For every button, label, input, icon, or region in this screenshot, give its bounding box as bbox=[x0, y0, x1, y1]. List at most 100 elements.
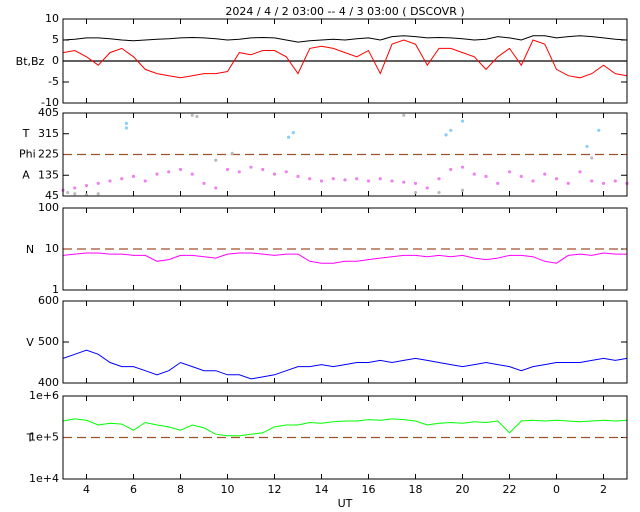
x-axis-label: UT bbox=[338, 497, 353, 510]
data-point bbox=[590, 179, 594, 183]
data-point bbox=[155, 172, 159, 176]
x-tick-label: 6 bbox=[130, 483, 137, 496]
data-point bbox=[124, 126, 129, 130]
y-tick-label: 500 bbox=[38, 335, 59, 348]
data-point bbox=[613, 179, 617, 183]
data-point bbox=[437, 177, 441, 181]
data-point bbox=[202, 181, 206, 185]
y-tick-label: 10 bbox=[45, 242, 59, 255]
x-tick-label: 14 bbox=[315, 483, 329, 496]
data-point bbox=[519, 174, 523, 179]
data-point bbox=[167, 170, 171, 174]
x-tick-label: 16 bbox=[362, 483, 376, 496]
y-tick-label: -10 bbox=[41, 96, 59, 109]
data-point bbox=[554, 177, 559, 181]
y-tick-label: 1e+4 bbox=[29, 472, 59, 485]
chart-title: 2024 / 4 / 2 03:00 -- 4 / 3 03:00 ( DSCO… bbox=[225, 5, 464, 18]
data-point bbox=[237, 170, 241, 174]
data-line bbox=[62, 35, 628, 43]
x-tick-label: 0 bbox=[553, 483, 560, 496]
data-point bbox=[214, 186, 218, 190]
data-point bbox=[543, 172, 547, 176]
data-point bbox=[287, 135, 291, 139]
data-point bbox=[413, 190, 418, 195]
data-point bbox=[601, 181, 606, 185]
data-point bbox=[178, 167, 183, 172]
data-point bbox=[402, 113, 406, 117]
data-point bbox=[449, 128, 453, 132]
y-tick-label: 10 bbox=[45, 12, 59, 25]
y-tick-label: 135 bbox=[38, 168, 59, 181]
panel-frame bbox=[62, 18, 628, 104]
data-point bbox=[108, 179, 112, 183]
data-point bbox=[355, 177, 359, 181]
data-point bbox=[378, 177, 382, 181]
y-tick-label: 1 bbox=[52, 283, 59, 296]
y-tick-label: 0 bbox=[52, 54, 59, 67]
data-point bbox=[319, 179, 324, 183]
data-line bbox=[62, 349, 628, 380]
data-point bbox=[143, 179, 147, 183]
data-point bbox=[507, 170, 512, 174]
data-point bbox=[585, 144, 589, 149]
data-point bbox=[66, 190, 70, 195]
data-point bbox=[131, 174, 136, 179]
data-point bbox=[73, 186, 77, 190]
data-line bbox=[62, 39, 628, 79]
data-point bbox=[291, 130, 295, 135]
data-point bbox=[331, 177, 335, 181]
data-point bbox=[578, 170, 582, 174]
y-tick-label: 400 bbox=[38, 376, 59, 389]
panel-frame bbox=[62, 395, 628, 480]
y-tick-label: -5 bbox=[48, 75, 59, 88]
data-point bbox=[230, 151, 234, 155]
data-point bbox=[444, 133, 448, 137]
y-tick-label: 100 bbox=[38, 201, 59, 214]
data-line bbox=[62, 418, 628, 437]
data-point bbox=[124, 121, 129, 125]
data-point bbox=[566, 181, 570, 185]
y-axis-label: Phi bbox=[19, 148, 36, 161]
data-point bbox=[296, 174, 300, 179]
data-point bbox=[413, 181, 418, 185]
data-point bbox=[284, 170, 288, 174]
x-tick-label: 18 bbox=[409, 483, 423, 496]
data-point bbox=[460, 188, 465, 192]
data-point bbox=[96, 181, 100, 185]
y-tick-label: 1e+5 bbox=[29, 431, 59, 444]
data-point bbox=[425, 186, 429, 190]
data-point bbox=[73, 192, 77, 196]
y-axis-label: A bbox=[22, 168, 30, 181]
data-point bbox=[390, 179, 394, 183]
x-tick-label: 12 bbox=[268, 483, 282, 496]
data-point bbox=[308, 177, 312, 181]
data-point bbox=[84, 184, 89, 188]
data-point bbox=[449, 167, 453, 172]
data-point bbox=[496, 181, 500, 185]
data-point bbox=[531, 179, 535, 183]
data-point bbox=[437, 190, 441, 195]
y-tick-label: 1e+6 bbox=[29, 389, 59, 402]
data-point bbox=[366, 179, 371, 183]
data-point bbox=[460, 165, 465, 169]
y-tick-label: 225 bbox=[38, 148, 59, 161]
data-point bbox=[249, 165, 253, 169]
data-point bbox=[460, 119, 465, 123]
data-point bbox=[597, 128, 601, 132]
data-line bbox=[62, 252, 627, 264]
y-axis-label: V bbox=[26, 336, 34, 349]
data-point bbox=[225, 167, 230, 172]
data-point bbox=[402, 180, 406, 184]
panel-frame bbox=[62, 300, 628, 384]
y-tick-label: 5 bbox=[52, 33, 59, 46]
data-point bbox=[472, 172, 476, 176]
y-tick-label: 45 bbox=[45, 189, 59, 202]
y-axis-label: T bbox=[26, 432, 34, 445]
y-tick-label: 405 bbox=[38, 106, 59, 119]
y-axis-label: Bt,Bz bbox=[16, 55, 45, 68]
data-point bbox=[272, 172, 277, 176]
y-axis-label: N bbox=[26, 243, 34, 256]
panel-frame bbox=[62, 112, 628, 197]
x-tick-label: 20 bbox=[456, 483, 470, 496]
